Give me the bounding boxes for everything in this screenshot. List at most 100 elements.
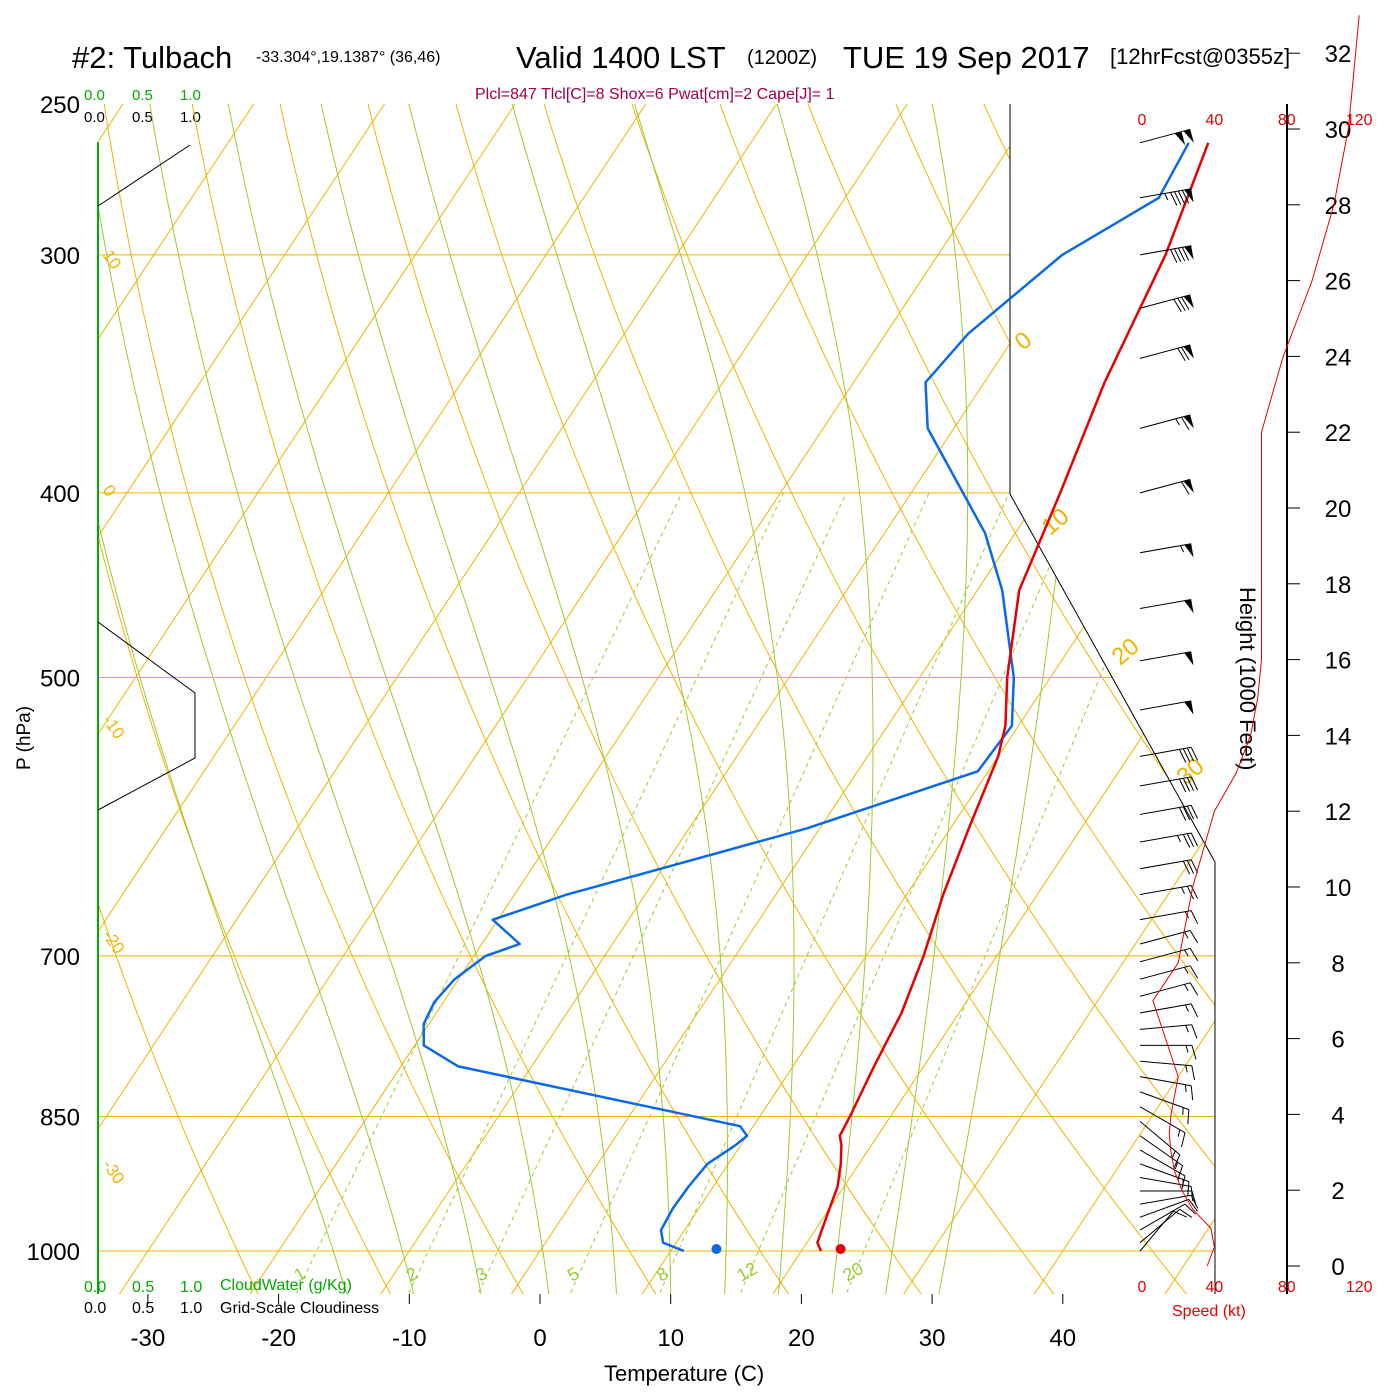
wind-barb-staff — [1139, 1135, 1183, 1167]
wind-barb-flag — [1174, 131, 1186, 146]
wind-barb-flag — [1183, 344, 1194, 359]
wind-barb-half-feather — [1183, 967, 1189, 974]
temperature-tick-label: 10 — [657, 1325, 684, 1352]
wind-barb-feather — [1186, 860, 1195, 874]
cw-tick-bottom: 0.5 — [132, 1279, 154, 1296]
pressure-tick-label: 250 — [40, 92, 80, 119]
isotherm-label: 10 — [99, 246, 125, 272]
wind-barb-feather — [1189, 982, 1199, 996]
forecast-label: [12hrFcst@0355z] — [1110, 44, 1290, 69]
wind-barb-staff — [1139, 1208, 1181, 1244]
wind-barb-half-feather — [1184, 1084, 1187, 1092]
mixing-ratio-label: 5 — [564, 1263, 583, 1285]
wind-barb-feather — [1170, 249, 1178, 263]
height-tick-label: 24 — [1325, 344, 1352, 371]
wind-barb-feather — [1181, 247, 1190, 261]
wind-barb-staff — [1139, 1163, 1190, 1183]
wind-barb-feather — [1190, 1186, 1194, 1202]
wind-barb — [1139, 965, 1199, 980]
wind-barb-staff — [1139, 1203, 1186, 1231]
cloudwater-label: CloudWater (g/Kg) — [220, 1277, 352, 1294]
wind-barb-staff — [1139, 1121, 1181, 1156]
wind-barb-feather — [1186, 833, 1195, 848]
isotherm-line — [0, 70, 15, 1330]
moist-adiabat-line — [221, 104, 554, 1294]
cloudiness-line-upper — [97, 144, 191, 207]
wind-barb — [1139, 651, 1194, 666]
isotherm-label: -10 — [99, 711, 129, 742]
moist-adiabat-line — [98, 104, 423, 1294]
wind-barb-feather — [1179, 1208, 1193, 1218]
wind-barb-feather — [1186, 747, 1195, 762]
mixing-ratio-line — [649, 492, 1010, 1294]
wind-barb-feather — [1181, 347, 1190, 361]
height-tick-label: 10 — [1325, 875, 1352, 902]
wind-barb-flag — [1183, 294, 1194, 309]
wind-barb-staff — [1139, 1194, 1192, 1205]
temperature-tick-label: 40 — [1049, 1325, 1076, 1352]
cloud-tick-top: 0.0 — [84, 109, 105, 126]
wind-barb — [1139, 1190, 1197, 1206]
height-tick-label: 4 — [1331, 1102, 1344, 1129]
wind-barb-staff — [1139, 1106, 1186, 1134]
isotherm-line — [98, 104, 800, 1294]
dry-adiabat-line — [98, 104, 411, 1294]
wind-barb-half-feather — [1176, 835, 1182, 843]
wind-barb — [1139, 1060, 1196, 1081]
mixing-ratio-lines — [285, 492, 1177, 1294]
pressure-tick-label: 850 — [40, 1105, 80, 1132]
cw-tick-bottom: 0.0 — [84, 1279, 106, 1296]
moist-adiabat-line — [624, 104, 795, 1294]
wind-barb-feather — [1189, 948, 1199, 962]
dry-adiabat-line — [533, 104, 1215, 1294]
isotherm-line — [356, 104, 1192, 1294]
isotherm-label: 0 — [1010, 326, 1038, 355]
moist-adiabat-line — [399, 104, 672, 1294]
wind-barb — [1139, 885, 1199, 900]
wind-barb-feather — [1182, 778, 1191, 792]
isotherm-line — [98, 104, 930, 1294]
speed-tick-label-bottom: 40 — [1206, 1279, 1224, 1296]
isotherm-line — [1140, 104, 1215, 1294]
cw-tick-bottom: 1.0 — [180, 1279, 202, 1296]
wind-barb-feather — [1177, 1165, 1184, 1180]
wind-barb-flag — [1183, 129, 1194, 143]
wind-barb-feather — [1186, 885, 1195, 900]
mixing-ratio-label: 8 — [653, 1263, 672, 1285]
height-tick-label: 26 — [1325, 269, 1352, 296]
wind-barb-feather — [1191, 1190, 1197, 1206]
wind-barb-feather — [1177, 190, 1186, 205]
wind-barb — [1139, 1203, 1196, 1231]
moist-adiabat-line — [98, 104, 358, 1294]
speed-tick-label-top: 80 — [1278, 112, 1296, 129]
moist-adiabat-line — [879, 104, 969, 1294]
wind-barb-staff — [1139, 1210, 1174, 1252]
temperature-line — [816, 142, 1210, 1252]
wind-barb-staff — [1139, 804, 1192, 815]
wind-barb — [1139, 1135, 1184, 1180]
wind-barb-half-feather — [1185, 1045, 1189, 1053]
temperature-axis: -30 -20 -10 0 10 20 30 40 — [131, 1294, 1076, 1352]
wind-barb — [1139, 700, 1194, 715]
wind-barb-feather — [1190, 910, 1199, 924]
temperature-axis-title: Temperature (C) — [604, 1361, 764, 1386]
wind-barb-feather — [1177, 247, 1186, 262]
wind-barb-half-feather — [1185, 1065, 1188, 1073]
isotherm-label: -30 — [99, 1156, 129, 1187]
wind-barb-feather — [1182, 748, 1191, 763]
wind-barb — [1139, 1024, 1198, 1039]
pressure-tick-label: 300 — [40, 243, 80, 270]
wind-barb-feather — [1190, 832, 1199, 847]
wind-barb-feather — [1182, 806, 1191, 821]
wind-barb-staff — [1139, 651, 1192, 662]
wind-barb-feather — [1174, 191, 1182, 206]
isotherm-line — [98, 104, 277, 1294]
dry-adiabat-line — [620, 104, 1215, 1294]
wind-barb — [1139, 1208, 1193, 1244]
valid-date: TUE 19 Sep 2017 — [843, 40, 1089, 75]
wind-barb-staff — [1139, 930, 1191, 945]
cloud-tick-bottom: 1.0 — [180, 1300, 202, 1317]
wind-barb-staff — [1139, 885, 1192, 896]
surface-temperature-dot — [835, 1244, 846, 1254]
